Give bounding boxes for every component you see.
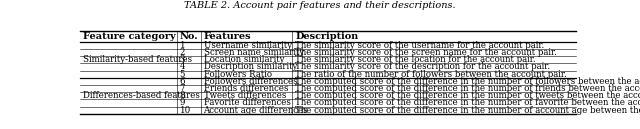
Text: The computed score of the difference in the number of favorite between the accou: The computed score of the difference in … [295,99,640,107]
Text: The computed score of the difference in the number of tweets between the account: The computed score of the difference in … [295,91,640,100]
Text: 6: 6 [180,77,185,86]
Text: Screen name similarity: Screen name similarity [204,48,304,57]
Text: Followers Ratio: Followers Ratio [204,70,271,79]
Text: 10: 10 [180,106,191,115]
Text: Username similarity: Username similarity [204,41,292,50]
Text: TABLE 2. Account pair features and their descriptions.: TABLE 2. Account pair features and their… [184,1,456,10]
Text: The computed score of the difference in the number of followers between the acco: The computed score of the difference in … [295,77,640,86]
Text: Account age differences: Account age differences [204,106,308,115]
Text: 4: 4 [180,62,185,71]
Text: The similarity score of the location for the account pair.: The similarity score of the location for… [295,55,536,64]
Text: 8: 8 [180,91,186,100]
Text: The ratio of the number of followers between the account pair.: The ratio of the number of followers bet… [295,70,567,79]
Text: 3: 3 [180,55,185,64]
Text: Feature category: Feature category [83,32,175,41]
Text: The similarity score of the description for the account pair.: The similarity score of the description … [295,62,550,71]
Text: The computed score of the difference in the number of friends between the accoun: The computed score of the difference in … [295,84,640,93]
Text: Differences-based features: Differences-based features [83,91,200,100]
Text: Favorite differences: Favorite differences [204,99,291,107]
Text: 9: 9 [180,99,185,107]
Text: 7: 7 [180,84,185,93]
Text: The computed score of the difference in the number of account age between the ac: The computed score of the difference in … [295,106,640,115]
Text: Followers differences: Followers differences [204,77,297,86]
Text: Similarity-based features: Similarity-based features [83,55,192,64]
Text: Features: Features [204,32,251,41]
Text: Location similarity: Location similarity [204,55,284,64]
Text: Description similarity: Description similarity [204,62,297,71]
Text: 1: 1 [180,41,186,50]
Text: Description: Description [295,32,358,41]
Text: Friends differences: Friends differences [204,84,288,93]
Text: 2: 2 [180,48,185,57]
Text: Tweets differences: Tweets differences [204,91,286,100]
Text: The similarity score of the screen name for the account pair.: The similarity score of the screen name … [295,48,557,57]
Text: No.: No. [180,32,198,41]
Text: 5: 5 [180,70,185,79]
Text: The similarity score of the username for the account pair.: The similarity score of the username for… [295,41,545,50]
